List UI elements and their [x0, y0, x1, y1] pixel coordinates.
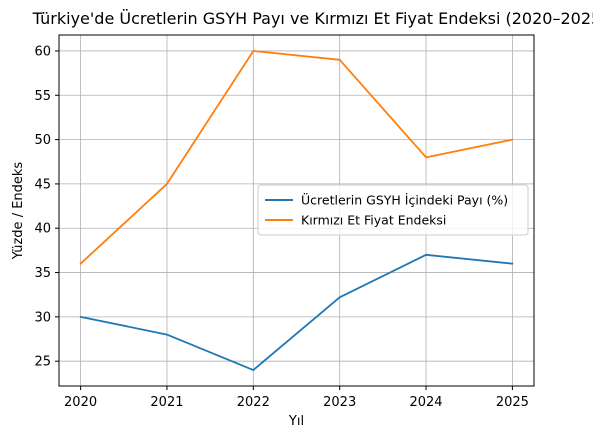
legend-box [257, 184, 529, 236]
data-point [511, 138, 514, 141]
legend-label-red-meat: Kırmızı Et Fiyat Endeksi [301, 213, 446, 228]
y-axis-ticks: 25 30 35 40 45 50 55 60 [34, 44, 59, 370]
series-lines [79, 50, 514, 371]
x-tick-label: 2021 [150, 395, 183, 410]
x-tick-label: 2020 [64, 395, 97, 410]
data-point [79, 315, 82, 318]
chart-title: Türkiye'de Ücretlerin GSYH Payı ve Kırmı… [32, 9, 593, 28]
x-axis-ticks: 2020 2021 2022 2023 2024 2025 [64, 386, 529, 410]
legend: Ücretlerin GSYH İçindeki Payı (%) Kırmız… [257, 184, 529, 236]
data-point [338, 296, 341, 299]
data-point [425, 156, 427, 159]
data-point [166, 183, 168, 185]
y-axis-label: Yüzde / Endeks [11, 162, 26, 261]
y-tick-label: 45 [34, 177, 51, 192]
y-tick-label: 35 [34, 266, 51, 281]
x-tick-label: 2024 [409, 395, 442, 410]
x-tick-label: 2025 [496, 395, 529, 410]
plot-frame [58, 34, 535, 387]
series-line-0 [80, 253, 513, 371]
y-tick-label: 55 [34, 89, 51, 104]
legend-label-wages: Ücretlerin GSYH İçindeki Payı (%) [301, 192, 508, 208]
data-point [252, 369, 255, 371]
y-tick-label: 40 [34, 222, 51, 237]
data-point [338, 58, 341, 61]
x-axis-label: Yıl [288, 414, 304, 429]
x-tick-label: 2023 [323, 395, 356, 410]
x-tick-label: 2022 [237, 395, 270, 410]
data-point [252, 50, 255, 52]
data-point [79, 262, 82, 265]
series-line-1 [79, 50, 513, 265]
data-point [511, 262, 514, 265]
data-point [425, 253, 427, 256]
y-tick-label: 25 [34, 355, 51, 370]
data-point [166, 333, 168, 336]
y-tick-label: 60 [34, 44, 51, 59]
y-tick-label: 50 [34, 133, 51, 148]
y-tick-label: 30 [34, 310, 51, 325]
